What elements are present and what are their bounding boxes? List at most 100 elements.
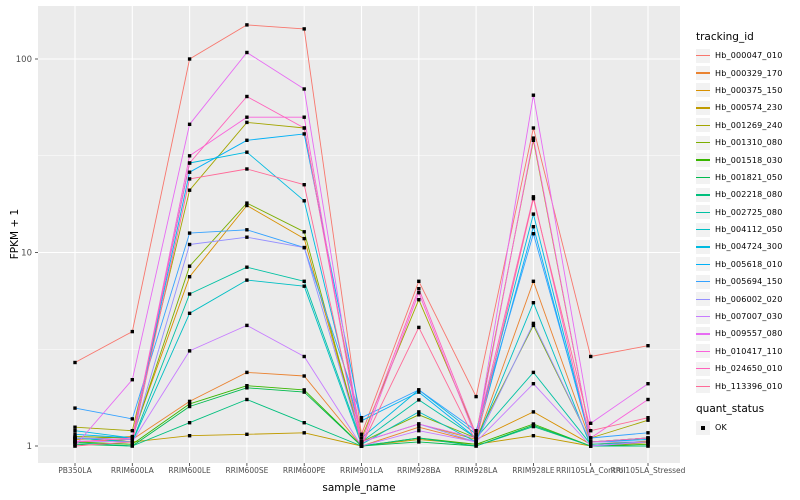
data-point (589, 421, 593, 425)
data-point (531, 323, 536, 328)
legend-key-line-icon (696, 135, 710, 150)
data-point (302, 87, 306, 91)
data-point (646, 418, 650, 422)
data-point (130, 436, 134, 440)
legend-key-line-icon (696, 170, 710, 185)
data-point (187, 57, 192, 61)
data-point (187, 231, 192, 235)
data-point (245, 150, 249, 154)
data-point (73, 429, 77, 433)
data-point (302, 115, 306, 119)
data-point (417, 325, 421, 330)
legend-item: Hb_006002_020 (696, 290, 800, 307)
data-point (531, 321, 536, 326)
legend-item: Hb_002725_080 (696, 204, 800, 221)
data-point (187, 154, 192, 158)
x-tick-label: RRIM600PE (283, 466, 326, 475)
data-point (187, 122, 192, 126)
legend-title-quant-status: quant_status (696, 402, 765, 415)
data-point (187, 292, 192, 296)
data-point (359, 444, 364, 448)
data-point (589, 436, 593, 440)
data-point (417, 390, 421, 394)
data-point (187, 275, 192, 279)
data-point (130, 378, 134, 382)
legend-item: Hb_010417_110 (696, 343, 800, 360)
data-point (359, 440, 364, 444)
data-point (474, 444, 478, 448)
x-axis-title: sample_name (322, 482, 396, 494)
ok-point-key-icon (696, 420, 710, 435)
data-point (73, 444, 77, 448)
legend-key-line-icon (696, 205, 710, 220)
data-point (417, 425, 421, 429)
data-point (73, 425, 77, 429)
data-point (302, 132, 306, 136)
legend-label: Hb_010417_110 (715, 346, 783, 356)
data-point (245, 138, 249, 142)
legend-key-line-icon (696, 48, 710, 63)
data-point (73, 436, 77, 440)
legend-label: Hb_001821_050 (715, 172, 783, 182)
data-point (531, 434, 536, 438)
legend-key-line-icon (696, 326, 710, 341)
data-point (531, 301, 536, 305)
data-point (302, 390, 306, 394)
legend-label: Hb_005694_150 (715, 277, 783, 287)
legend-key-line-icon (696, 309, 710, 324)
legend-item: Hb_001518_030 (696, 151, 800, 168)
data-point (245, 265, 249, 269)
data-point (531, 93, 536, 97)
legend-key-line-icon (696, 66, 710, 81)
legend-key-line-icon (696, 222, 710, 237)
legend-item: Hb_005618_010 (696, 256, 800, 273)
data-point (302, 236, 306, 241)
data-point (245, 120, 249, 125)
x-tick-label: RRIM600SE (225, 466, 268, 475)
data-point (417, 298, 421, 302)
legend-label: Hb_007007_030 (715, 312, 783, 322)
data-point (359, 416, 364, 420)
data-point (417, 287, 421, 291)
data-point (531, 424, 536, 429)
plot-panel (38, 6, 680, 463)
data-point (474, 432, 478, 436)
legend-label: Hb_002218_080 (715, 190, 783, 200)
data-point (474, 436, 478, 440)
data-point (187, 177, 192, 181)
axis-ticks (35, 58, 649, 466)
data-point (417, 388, 421, 392)
x-tick-label: RRIM600LA (111, 466, 155, 475)
data-point (531, 126, 536, 130)
legend-key-line-icon (696, 187, 710, 202)
data-point (245, 384, 249, 388)
data-point (474, 440, 478, 444)
legend-item: Hb_009557_080 (696, 325, 800, 342)
legend-item: Hb_000047_010 (696, 47, 800, 64)
x-tick-labels: PB350LA RRIM600LA RRIM600LE RRIM600SE RRIM60… (58, 466, 685, 475)
y-tick-label: 10 (21, 249, 32, 259)
data-point (646, 382, 650, 386)
data-point (359, 419, 364, 423)
legend-key-line-icon (696, 274, 710, 289)
legend-label: Hb_006002_020 (715, 294, 783, 304)
legend-key-line-icon (696, 257, 710, 272)
data-point (302, 354, 306, 359)
data-point (531, 225, 536, 229)
legend-item: Hb_000329_170 (696, 64, 800, 81)
legend-label: Hb_024650_010 (715, 364, 783, 374)
data-point (187, 404, 192, 409)
legend-label: Hb_000375_150 (715, 85, 783, 95)
legend-item: Hb_001821_050 (696, 169, 800, 186)
legend-item: Hb_000375_150 (696, 82, 800, 99)
data-point (417, 398, 421, 402)
data-point (417, 440, 421, 444)
data-point (245, 201, 249, 205)
data-point (187, 434, 192, 438)
data-point (417, 436, 421, 440)
x-tick-label: RRIM901LA (340, 466, 384, 475)
data-point (417, 291, 421, 295)
legend-label: Hb_005618_010 (715, 259, 783, 269)
data-point (302, 27, 306, 31)
data-point (474, 429, 478, 433)
